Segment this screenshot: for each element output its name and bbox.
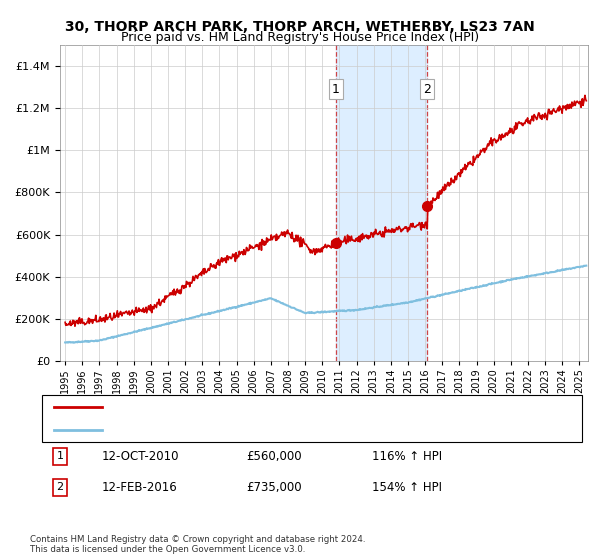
Text: HPI: Average price, detached house, Leeds: HPI: Average price, detached house, Leed… [108,425,331,435]
Text: 30, THORP ARCH PARK, THORP ARCH, WETHERBY, LS23 7AN: 30, THORP ARCH PARK, THORP ARCH, WETHERB… [65,20,535,34]
Text: 30, THORP ARCH PARK, THORP ARCH, WETHERBY, LS23 7AN (detached house): 30, THORP ARCH PARK, THORP ARCH, WETHERB… [108,402,515,412]
Bar [336,45,427,361]
Text: £560,000: £560,000 [246,450,302,463]
Text: 116% ↑ HPI: 116% ↑ HPI [372,450,442,463]
Text: 154% ↑ HPI: 154% ↑ HPI [372,480,442,494]
Text: Price paid vs. HM Land Registry's House Price Index (HPI): Price paid vs. HM Land Registry's House … [121,31,479,44]
Text: 2: 2 [423,82,431,96]
Text: 1: 1 [332,82,340,96]
Text: Contains HM Land Registry data © Crown copyright and database right 2024.
This d: Contains HM Land Registry data © Crown c… [30,535,365,554]
Text: 12-OCT-2010: 12-OCT-2010 [102,450,179,463]
Text: 12-FEB-2016: 12-FEB-2016 [102,480,178,494]
Text: £735,000: £735,000 [246,480,302,494]
Text: 2: 2 [56,482,64,492]
Text: 1: 1 [56,451,64,461]
